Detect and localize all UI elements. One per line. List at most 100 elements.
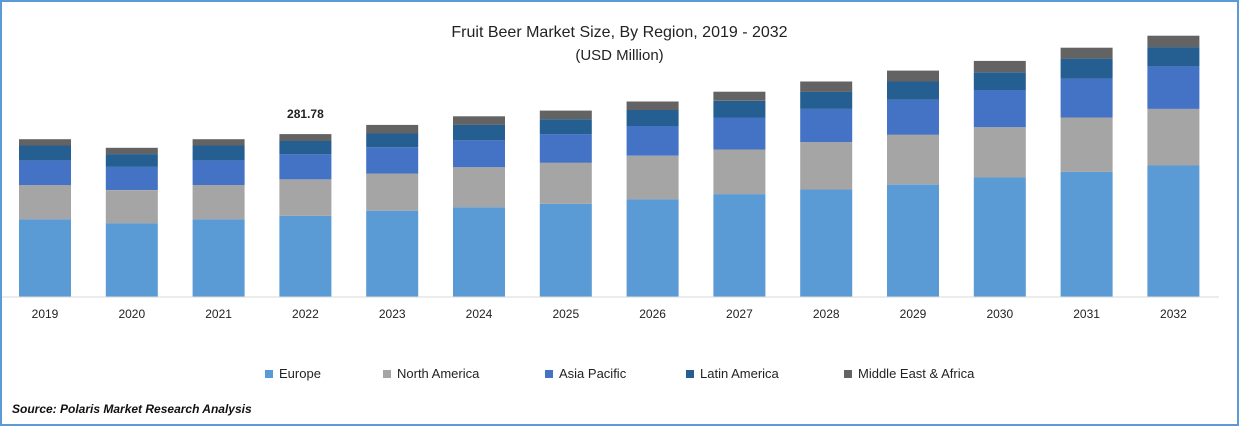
legend-item: Middle East & Africa — [844, 366, 974, 381]
legend-item: Asia Pacific — [545, 366, 626, 381]
bar-segment-2031-0 — [1060, 171, 1113, 297]
bar-segment-2024-4 — [453, 116, 505, 125]
bar-segment-2019-0 — [19, 219, 71, 297]
x-tick-labels: 2019 2020 2021 2022 2023 2024 2025 2026 2027 2028… — [32, 307, 1187, 321]
bar-segment-2027-4 — [713, 91, 766, 101]
bar-segment-2032-2 — [1147, 66, 1200, 109]
bar-segment-2026-0 — [626, 199, 679, 297]
bar-segment-2022-2 — [279, 154, 332, 180]
bar-segment-2019-4 — [19, 139, 71, 146]
bar-segment-2024-2 — [453, 140, 505, 168]
bar-segment-2019-3 — [19, 145, 71, 161]
bar-segment-2023-4 — [366, 124, 419, 134]
bar-segment-2024-3 — [453, 124, 505, 141]
x-tick-label: 2032 — [1160, 307, 1187, 321]
legend-swatch — [545, 369, 553, 378]
bar-segment-2028-3 — [800, 91, 853, 109]
bar-segment-2027-1 — [713, 149, 766, 195]
x-tick-label: 2023 — [379, 307, 406, 321]
bar-segment-2032-3 — [1147, 47, 1200, 67]
legend-swatch — [844, 369, 852, 378]
bar-segment-2026-1 — [626, 155, 679, 200]
bar-segment-2021-1 — [192, 184, 245, 220]
bar-segment-2021-4 — [192, 139, 245, 146]
legend-label: Latin America — [700, 366, 779, 381]
x-tick-label: 2031 — [1073, 307, 1100, 321]
bar-segment-2030-4 — [973, 60, 1026, 73]
bar-segment-2025-4 — [539, 110, 592, 120]
x-tick-label: 2020 — [118, 307, 145, 321]
bar-segment-2029-0 — [887, 184, 939, 297]
plot-area: 2019 2020 2021 2022 2023 2024 2025 2026 2027 2028… — [2, 35, 1219, 321]
bar-segment-2022-3 — [279, 140, 332, 155]
bar-segment-2020-4 — [105, 147, 158, 155]
bar-segment-2029-3 — [887, 81, 939, 100]
bar-segment-2027-0 — [713, 194, 766, 297]
legend-label: Europe — [279, 366, 321, 381]
legend-swatch — [686, 369, 694, 378]
bar-segment-2028-4 — [800, 81, 853, 92]
bar-segment-2026-4 — [626, 101, 679, 111]
x-tick-label: 2025 — [552, 307, 579, 321]
bar-segment-2031-1 — [1060, 117, 1113, 172]
bar-segment-2025-1 — [539, 162, 592, 204]
bar-segment-2026-2 — [626, 126, 679, 156]
bar-segment-2023-1 — [366, 173, 419, 211]
bar-segment-2031-4 — [1060, 47, 1113, 59]
bar-segment-2021-2 — [192, 160, 245, 185]
legend-item: Latin America — [686, 366, 779, 381]
bars-group — [19, 35, 1200, 297]
x-tick-label: 2027 — [726, 307, 753, 321]
bar-segment-2028-0 — [800, 189, 853, 297]
bar-segment-2022-1 — [279, 179, 332, 216]
bar-segment-2029-1 — [887, 134, 939, 185]
bar-segment-2028-2 — [800, 108, 853, 143]
bar-segment-2019-2 — [19, 160, 71, 185]
bar-segment-2024-1 — [453, 167, 505, 208]
bar-segment-2020-2 — [105, 166, 158, 190]
bar-segment-2025-3 — [539, 119, 592, 135]
chart-subtitle: (USD Million) — [575, 47, 664, 64]
bar-segment-2030-2 — [973, 90, 1026, 128]
bar-segment-2020-1 — [105, 190, 158, 224]
bar-segment-2023-0 — [366, 210, 419, 297]
x-tick-label: 2024 — [466, 307, 493, 321]
legend-label: North America — [397, 366, 480, 381]
legend: Europe North America Asia Pacific Latin Ame… — [0, 366, 1239, 386]
bar-segment-2021-3 — [192, 145, 245, 161]
bar-segment-2032-0 — [1147, 165, 1200, 297]
bar-segment-2029-4 — [887, 70, 939, 82]
bar-segment-2020-0 — [105, 223, 158, 297]
bar-segment-2027-3 — [713, 100, 766, 118]
x-tick-label: 2029 — [900, 307, 927, 321]
legend-item: North America — [383, 366, 479, 381]
legend-swatch — [265, 369, 273, 378]
bar-segment-2029-2 — [887, 99, 939, 135]
bar-segment-2019-1 — [19, 184, 71, 220]
bar-segment-2024-0 — [453, 207, 505, 297]
chart-title: Fruit Beer Market Size, By Region, 2019 … — [451, 24, 788, 41]
bar-segment-2030-0 — [973, 177, 1026, 297]
legend-label: Asia Pacific — [559, 366, 627, 381]
x-tick-label: 2022 — [292, 307, 319, 321]
bar-segment-2030-1 — [973, 127, 1026, 178]
x-tick-label: 2028 — [813, 307, 840, 321]
annotations-group: 281.78 — [287, 107, 324, 121]
x-tick-label: 2021 — [205, 307, 232, 321]
bar-segment-2025-2 — [539, 134, 592, 163]
bar-segment-2026-3 — [626, 110, 679, 126]
bar-segment-2021-0 — [192, 219, 245, 297]
bar-segment-2025-0 — [539, 203, 592, 297]
x-tick-label: 2026 — [639, 307, 666, 321]
x-tick-label: 2030 — [986, 307, 1013, 321]
bar-segment-2022-0 — [279, 215, 332, 297]
legend-item: Europe — [265, 366, 321, 381]
bar-segment-2028-1 — [800, 142, 853, 190]
legend-label: Middle East & Africa — [858, 366, 975, 381]
data-label: 281.78 — [287, 107, 324, 121]
bar-segment-2032-1 — [1147, 108, 1200, 166]
x-tick-label: 2019 — [32, 307, 59, 321]
bar-segment-2023-2 — [366, 147, 419, 174]
bar-segment-2031-3 — [1060, 58, 1113, 79]
bar-segment-2027-2 — [713, 117, 766, 150]
